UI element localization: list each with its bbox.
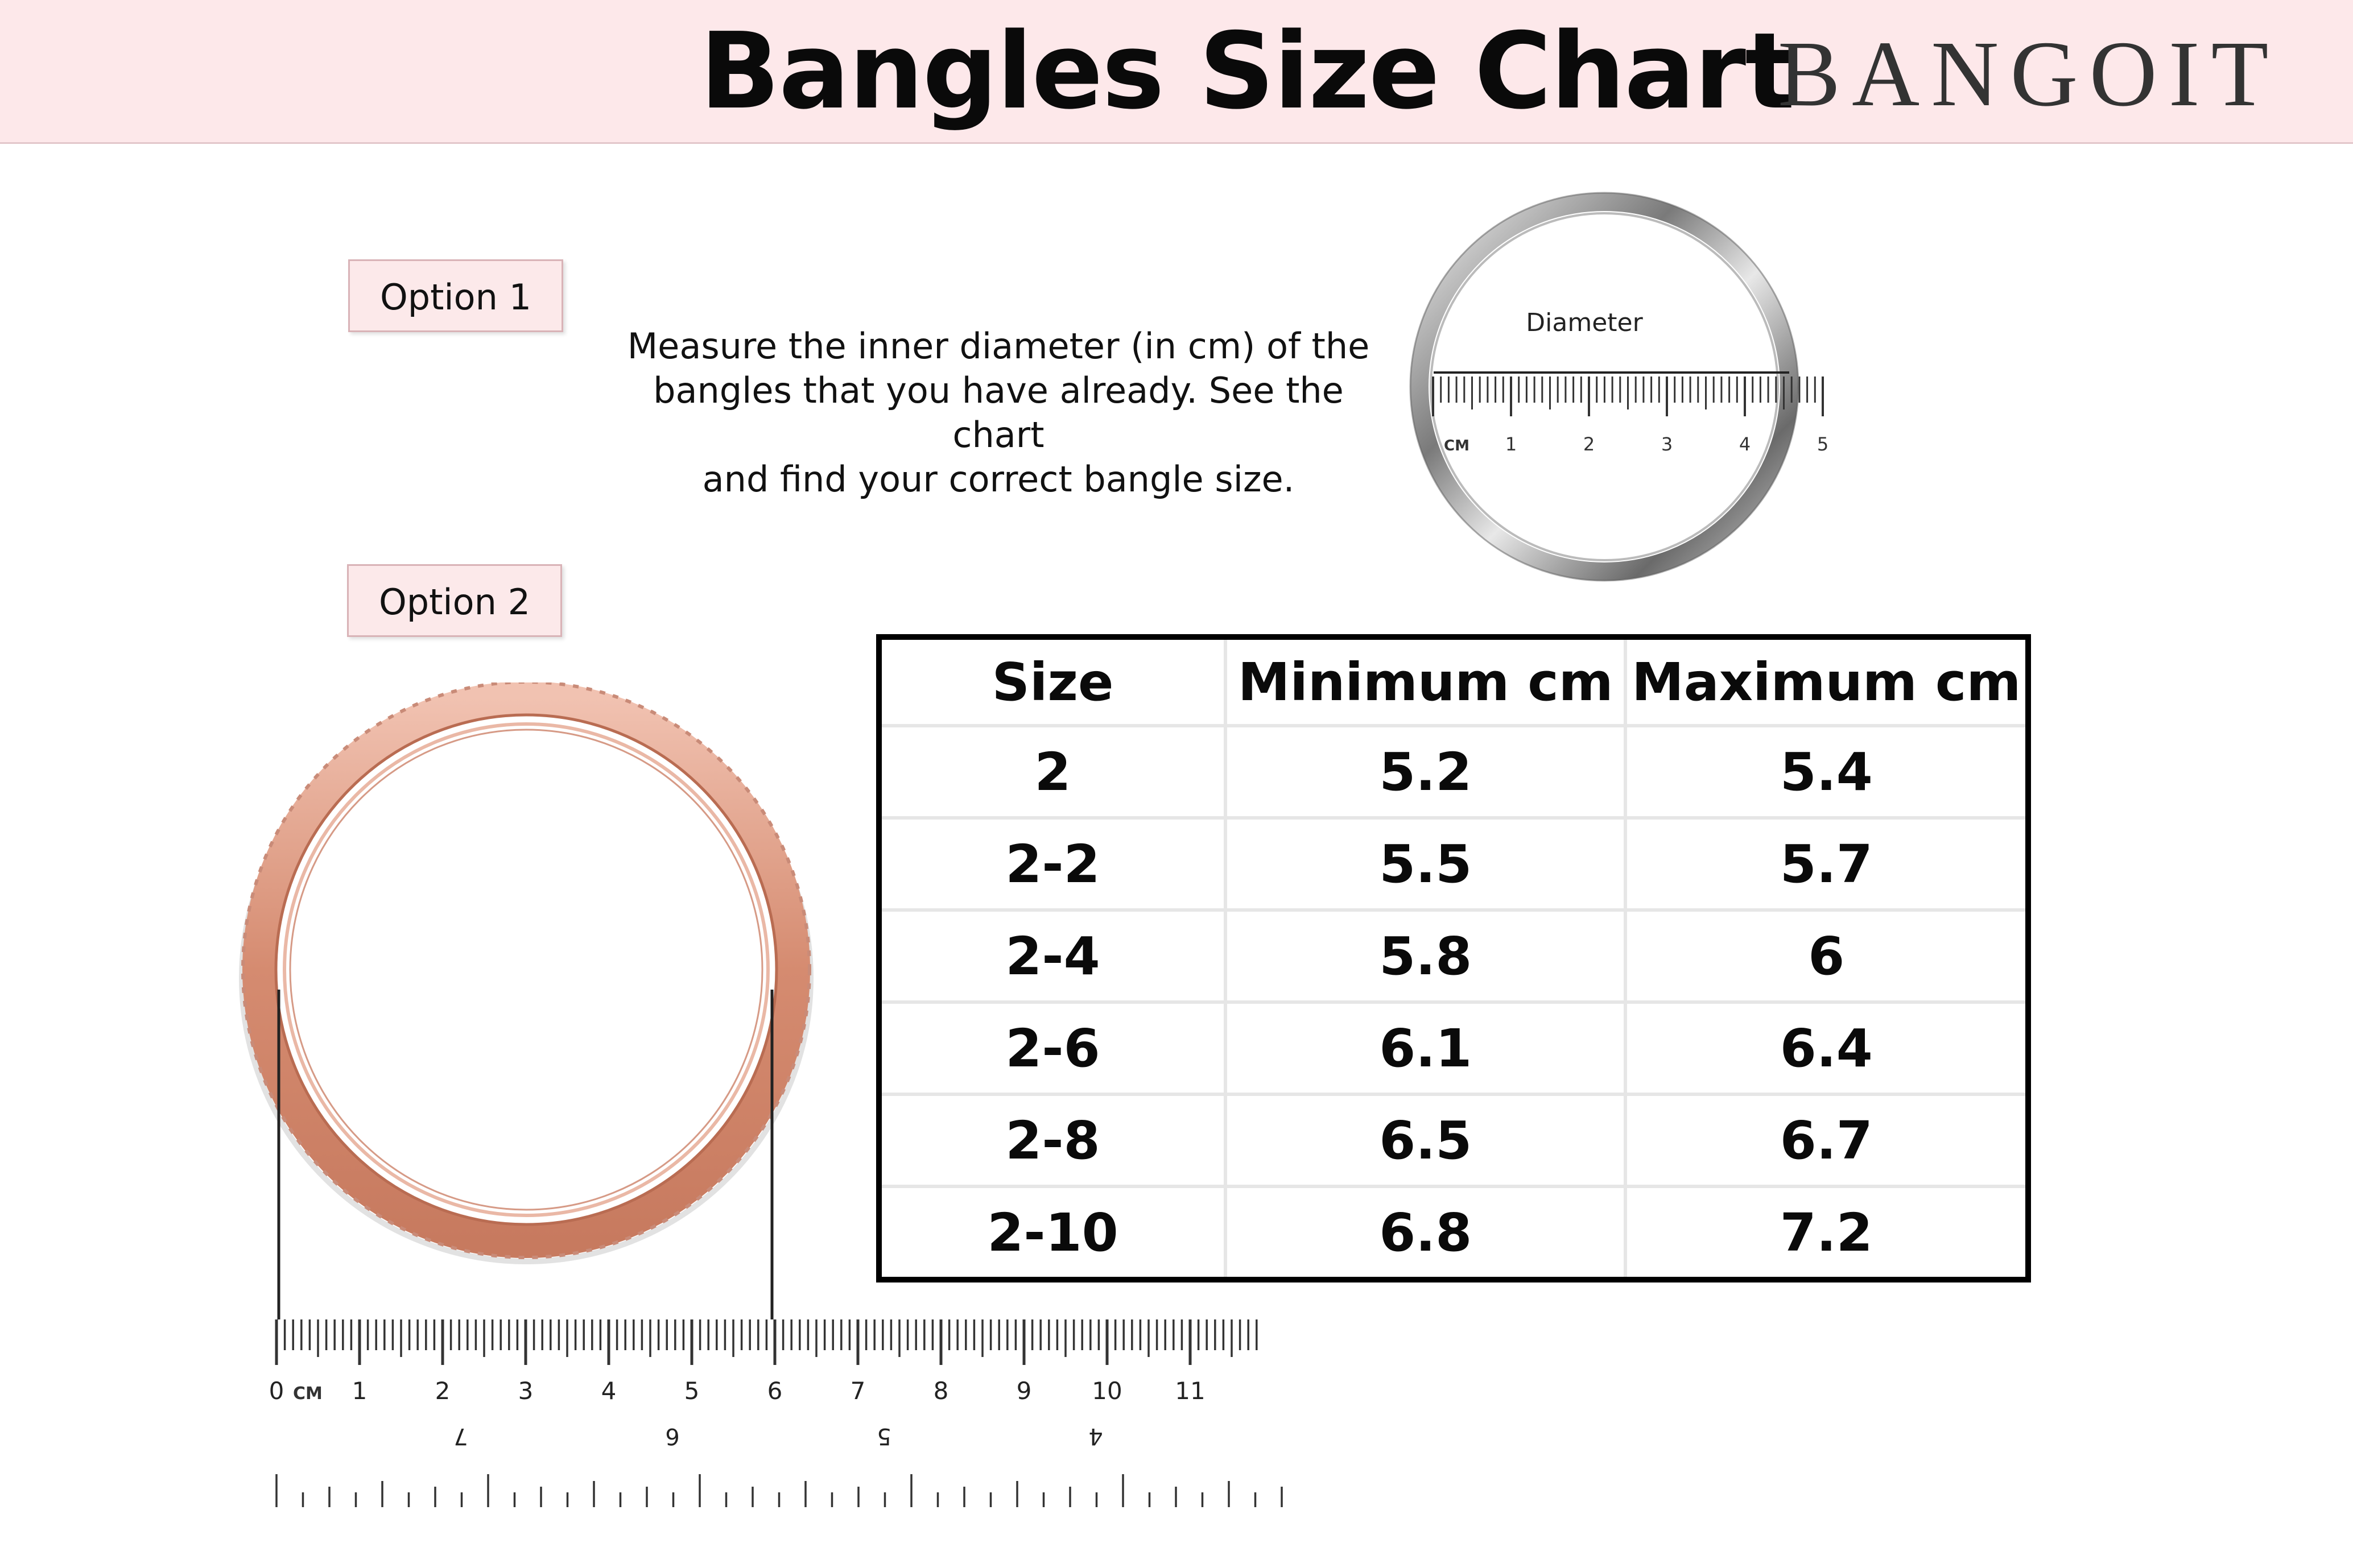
diameter-tick-5: 5: [1817, 433, 1828, 455]
silver-ring-icon: [1410, 193, 1798, 581]
diameter-label: Diameter: [1526, 308, 1643, 337]
inch-ruler-labels: 7 6 5 4: [453, 1423, 1103, 1449]
cm-tick-10: 10: [1092, 1377, 1122, 1405]
header-banner: Bangles Size Chart BANGOIT: [0, 0, 2353, 144]
brand-logo: BANGOIT: [1778, 22, 2280, 126]
max-cell: 5.4: [1624, 724, 2030, 820]
inch-tick-7: 7: [453, 1423, 468, 1449]
diameter-tick-1: 1: [1505, 433, 1517, 455]
option-2-label: Option 2: [347, 564, 562, 637]
cm-tick-4: 4: [601, 1377, 617, 1405]
size-cell: 2-6: [877, 1000, 1227, 1096]
min-cell: 6.1: [1223, 1000, 1628, 1096]
cm-tick-6: 6: [767, 1377, 783, 1405]
bangle-measure-illustration: CM 0 1 2 3 4 5 6 7 8 9 10 11 7 6 5 4: [239, 682, 1283, 1507]
cm-tick-1: 1: [352, 1377, 368, 1405]
max-cell: 6.4: [1624, 1000, 2030, 1096]
max-cell: 5.7: [1624, 816, 2030, 912]
diameter-ruler-unit: CM: [1444, 437, 1469, 454]
instructions-line-1: Measure the inner diameter (in cm) of th…: [627, 325, 1370, 367]
size-cell: 2-2: [877, 816, 1227, 912]
table-header-row: Size Minimum cm Maximum cm: [877, 635, 2030, 727]
min-cell: 5.2: [1223, 724, 1628, 820]
cm-tick-9: 9: [1017, 1377, 1032, 1405]
size-chart-table: Size Minimum cm Maximum cm 2 5.2 5.4 2-2…: [876, 634, 2031, 1282]
size-cell: 2: [877, 724, 1227, 820]
table-row: 2-4 5.8 6: [877, 908, 2030, 1004]
instructions-line-3: and find your correct bangle size.: [702, 458, 1295, 500]
min-cell: 5.8: [1223, 908, 1628, 1004]
table-row: 2-8 6.5 6.7: [877, 1093, 2030, 1188]
option-1-instructions: Measure the inner diameter (in cm) of th…: [603, 324, 1394, 502]
diameter-tick-4: 4: [1739, 433, 1751, 455]
table-row: 2-6 6.1 6.4: [877, 1000, 2030, 1096]
diameter-illustration: Diameter CM 1 2 3 4 5: [1409, 192, 1828, 582]
table-row: 2-10 6.8 7.2: [877, 1185, 2030, 1281]
cm-ruler-labels: 0 1 2 3 4 5 6 7 8 9 10 11: [269, 1377, 1206, 1405]
cm-ruler: [275, 1319, 1258, 1365]
inch-ruler: [275, 1474, 1283, 1507]
cm-tick-3: 3: [518, 1377, 534, 1405]
page-title: Bangles Size Chart: [700, 10, 1795, 133]
min-cell: 6.8: [1223, 1185, 1628, 1281]
size-cell: 2-10: [877, 1185, 1227, 1281]
diameter-tick-3: 3: [1661, 433, 1673, 455]
cm-tick-2: 2: [435, 1377, 451, 1405]
cm-tick-8: 8: [934, 1377, 949, 1405]
diameter-ruler: [1432, 377, 1824, 416]
table-row: 2 5.2 5.4: [877, 724, 2030, 820]
rose-gold-bangle-icon: [242, 682, 810, 1258]
diameter-tick-2: 2: [1583, 433, 1595, 455]
inch-tick-5: 5: [877, 1423, 891, 1449]
cm-tick-0: 0: [269, 1377, 284, 1405]
table-row: 2-2 5.5 5.7: [877, 816, 2030, 912]
inch-tick-4: 4: [1088, 1423, 1103, 1449]
size-cell: 2-8: [877, 1093, 1227, 1188]
cm-tick-5: 5: [684, 1377, 700, 1405]
min-cell: 6.5: [1223, 1093, 1628, 1188]
max-cell: 6.7: [1624, 1093, 2030, 1188]
cm-tick-7: 7: [851, 1377, 866, 1405]
header-minimum-cm: Minimum cm: [1223, 635, 1628, 727]
header-maximum-cm: Maximum cm: [1624, 635, 2030, 727]
size-cell: 2-4: [877, 908, 1227, 1004]
option-1-label: Option 1: [348, 259, 563, 332]
instructions-line-2: bangles that you have already. See the c…: [653, 370, 1344, 456]
cm-tick-11: 11: [1175, 1377, 1205, 1405]
max-cell: 6: [1624, 908, 2030, 1004]
inch-tick-6: 6: [665, 1423, 679, 1449]
ruler-unit: CM: [293, 1384, 323, 1404]
max-cell: 7.2: [1624, 1185, 2030, 1281]
header-size: Size: [877, 635, 1227, 727]
min-cell: 5.5: [1223, 816, 1628, 912]
